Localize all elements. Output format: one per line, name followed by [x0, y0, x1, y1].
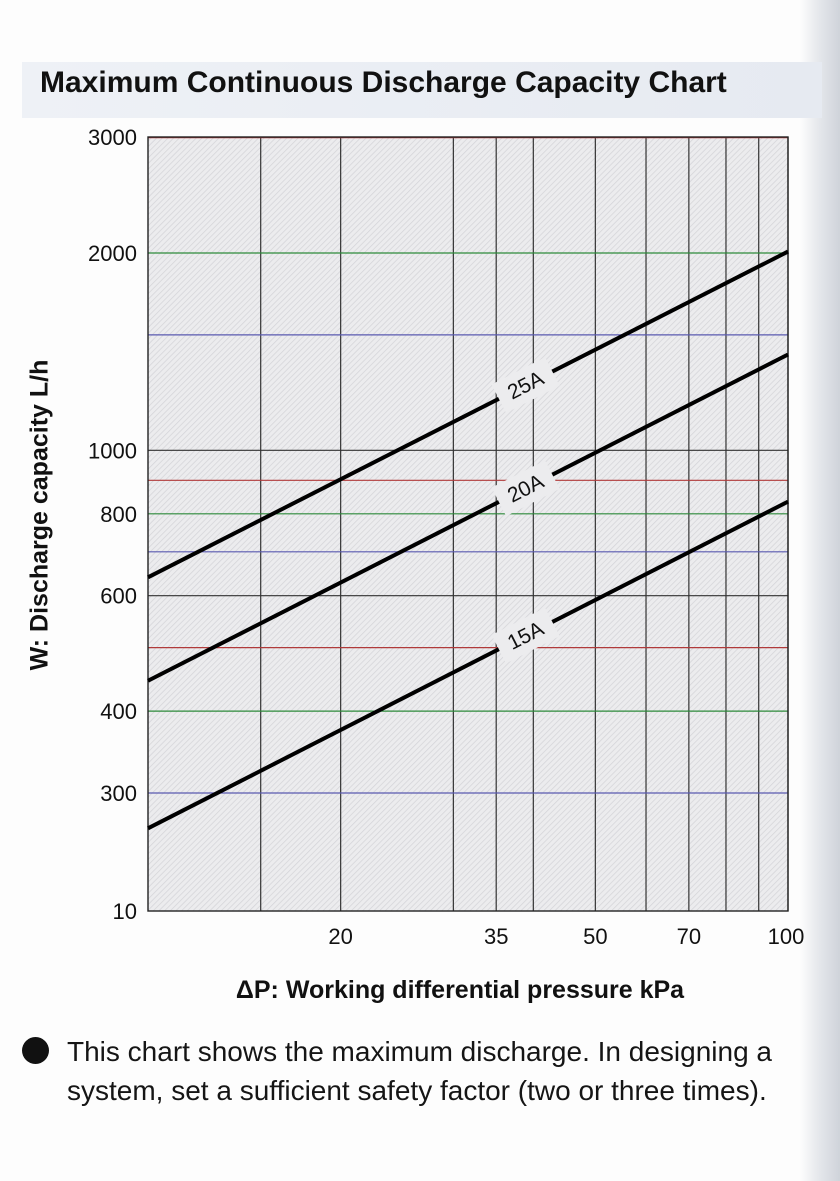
safety-note-text: This chart shows the maximum discharge. … [67, 1036, 772, 1106]
y-tick-label: 600 [100, 584, 137, 609]
x-tick-label: 70 [677, 924, 701, 949]
x-tick-label: 35 [484, 924, 508, 949]
series-label-background [491, 357, 560, 414]
safety-note: This chart shows the maximum discharge. … [22, 1032, 797, 1110]
page-edge-shadow [800, 0, 840, 1181]
y-tick-label: 3000 [88, 125, 137, 150]
x-tick-labels: 20 35 50 70 100 [328, 924, 804, 949]
plot-border [147, 136, 789, 912]
series-line-20a [147, 352, 789, 683]
x-tick-label: 50 [583, 924, 607, 949]
series-line-25a [147, 249, 789, 580]
y-tick-label: 400 [100, 699, 137, 724]
x-tick-label: 20 [328, 924, 352, 949]
y-tick-label: 300 [100, 781, 137, 806]
y-tick-label: 10 [113, 899, 137, 924]
bullet-icon [22, 1037, 49, 1064]
series-line-15a [147, 499, 789, 831]
y-tick-labels: 10 300 400 600 800 1000 2000 3000 [88, 125, 137, 924]
series-label-background [491, 460, 560, 517]
series-label-background [491, 607, 560, 664]
y-tick-label: 1000 [88, 438, 137, 463]
y-tick-label: 800 [100, 502, 137, 527]
x-tick-label: 100 [768, 924, 805, 949]
chart-title: Maximum Continuous Discharge Capacity Ch… [40, 66, 727, 99]
y-axis-label: W: Discharge capacity L/h [25, 359, 54, 671]
x-axis-label: ΔP: Working differential pressure kPa [235, 976, 685, 1004]
title-band [22, 62, 822, 118]
y-tick-label: 2000 [88, 241, 137, 266]
